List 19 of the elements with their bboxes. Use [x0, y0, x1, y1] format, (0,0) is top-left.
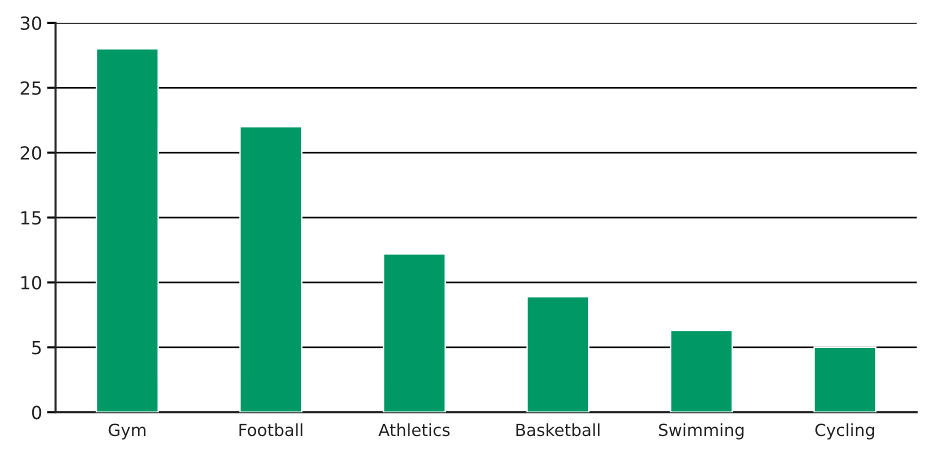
y-tick-label: 15 [21, 211, 41, 225]
bar [382, 253, 446, 412]
bar [813, 346, 877, 412]
bar [239, 126, 302, 412]
y-tick-label: 5 [32, 341, 41, 354]
x-tick-label: Athletics [378, 423, 450, 436]
bar [96, 48, 159, 412]
y-tick-label: 20 [20, 146, 42, 160]
y-tick-label: 10 [21, 276, 42, 290]
y-tick-label: 0 [32, 406, 42, 420]
x-tick-label: Football [240, 423, 302, 436]
x-tick-label: Basketball [516, 423, 600, 436]
bar [670, 330, 733, 412]
x-tick-label: Swimming [659, 423, 744, 440]
x-tick-label: Cycling [815, 423, 874, 440]
y-tick-label: 25 [20, 81, 41, 95]
x-tick-label: Gym [108, 424, 146, 440]
bar [526, 296, 590, 412]
y-tick-label: 30 [20, 16, 42, 30]
